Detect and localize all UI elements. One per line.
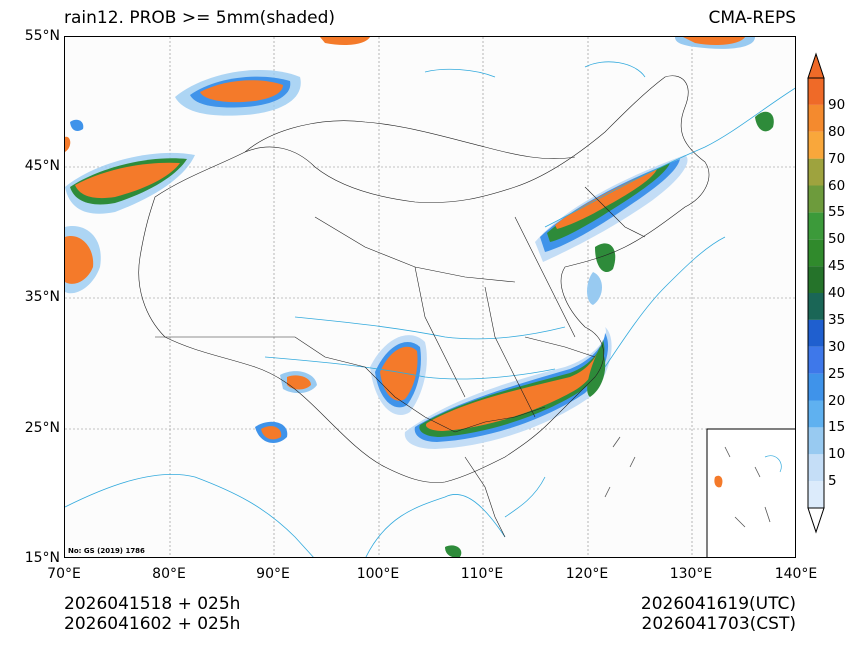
colorbar-tick-label: 70 bbox=[828, 150, 846, 167]
colorbar-tick-label: 60 bbox=[828, 177, 846, 194]
islands-east-sea bbox=[604, 436, 636, 498]
colorbar-swatch bbox=[808, 319, 824, 347]
colorbar-swatch bbox=[808, 212, 824, 240]
precip-area-kazakhstan bbox=[65, 152, 195, 214]
init-time-utc: 2026041518 + 025h bbox=[64, 594, 241, 614]
colorbar-swatch bbox=[808, 239, 824, 267]
colorbar-swatch bbox=[808, 481, 824, 508]
colorbar-tick-label: 40 bbox=[828, 285, 846, 301]
inset-south-china-sea bbox=[706, 428, 795, 557]
colorbar-tick-label: 20 bbox=[828, 392, 846, 409]
precip-area-west-edge bbox=[65, 119, 101, 294]
colorbar-tick-label: 5 bbox=[828, 473, 837, 490]
precip-area-sichuan bbox=[370, 335, 427, 415]
lon-label-140: 140°E bbox=[774, 566, 818, 582]
colorbar-swatch bbox=[808, 104, 824, 132]
precip-area-tibet bbox=[280, 371, 317, 394]
lon-label-120: 120°E bbox=[565, 566, 609, 582]
colorbar-tick-label: 15 bbox=[828, 419, 846, 436]
colorbar-tick-label: 25 bbox=[828, 365, 846, 382]
colorbar-swatch bbox=[808, 346, 824, 374]
precipitation-shading bbox=[65, 37, 774, 557]
colorbar-swatch bbox=[808, 427, 824, 455]
valid-time-utc: 2026041619(UTC) bbox=[640, 594, 796, 614]
lon-label-70: 70°E bbox=[47, 566, 81, 582]
model-name: CMA-REPS bbox=[708, 8, 796, 28]
colorbar-frame bbox=[807, 77, 825, 509]
colorbar-swatch bbox=[808, 158, 824, 186]
colorbar-tick-label: 30 bbox=[828, 338, 846, 355]
chart-title: rain12. PROB >= 5mm(shaded) bbox=[64, 8, 336, 28]
country-borders bbox=[138, 75, 710, 538]
init-time-block: 2026041518 + 025h 2026041602 + 025h bbox=[64, 594, 240, 634]
colorbar bbox=[807, 52, 825, 534]
map-canvas bbox=[65, 37, 795, 557]
colorbar-swatch bbox=[808, 400, 824, 428]
lon-label-80: 80°E bbox=[152, 566, 186, 582]
lat-label-25: 25°N bbox=[24, 420, 60, 436]
colorbar-tick-label: 50 bbox=[828, 231, 846, 248]
colorbar-swatch bbox=[808, 131, 824, 159]
colorbar-arrow-max bbox=[807, 52, 825, 79]
valid-time-block: 2026041619(UTC) 2026041703(CST) bbox=[641, 594, 796, 634]
lat-label-35: 35°N bbox=[24, 289, 60, 305]
colorbar-swatch bbox=[808, 293, 824, 320]
precip-area-gulf bbox=[445, 545, 462, 557]
colorbar-tick-label: 80 bbox=[828, 123, 846, 140]
colorbar-tick-label: 90 bbox=[828, 96, 846, 113]
colorbar-swatch bbox=[808, 373, 824, 401]
lon-label-100: 100°E bbox=[356, 566, 400, 582]
colorbar-swatch bbox=[808, 266, 824, 293]
colorbar-tick-label: 55 bbox=[828, 204, 846, 221]
colorbar-tick-label: 35 bbox=[828, 311, 846, 328]
lat-label-15: 15°N bbox=[24, 550, 60, 566]
colorbar-tick-label: 10 bbox=[828, 446, 846, 463]
precip-area-northeast-china bbox=[535, 155, 688, 305]
colorbar-swatch bbox=[808, 78, 824, 105]
lat-label-55: 55°N bbox=[24, 28, 60, 44]
map-approval-watermark: No: GS (2019) 1786 bbox=[68, 547, 145, 555]
colorbar-swatch bbox=[808, 185, 824, 213]
colorbar-arrow-min bbox=[807, 507, 825, 534]
init-time-cst: 2026041602 + 025h bbox=[64, 614, 241, 634]
precip-area-northeast-india bbox=[255, 421, 288, 443]
precip-area-top-edge bbox=[320, 37, 774, 132]
lon-label-130: 130°E bbox=[669, 566, 713, 582]
precip-area-mongolia-north bbox=[175, 69, 301, 116]
colorbar-swatch bbox=[808, 454, 824, 482]
lon-label-90: 90°E bbox=[256, 566, 290, 582]
precip-area-south-china bbox=[404, 327, 612, 449]
gridlines bbox=[65, 37, 795, 557]
rivers-coastlines bbox=[65, 61, 795, 557]
valid-time-cst: 2026041703(CST) bbox=[641, 614, 796, 634]
colorbar-tick-label: 45 bbox=[828, 258, 846, 275]
map-frame bbox=[64, 36, 796, 558]
lat-label-45: 45°N bbox=[24, 158, 60, 174]
lon-label-110: 110°E bbox=[460, 566, 504, 582]
